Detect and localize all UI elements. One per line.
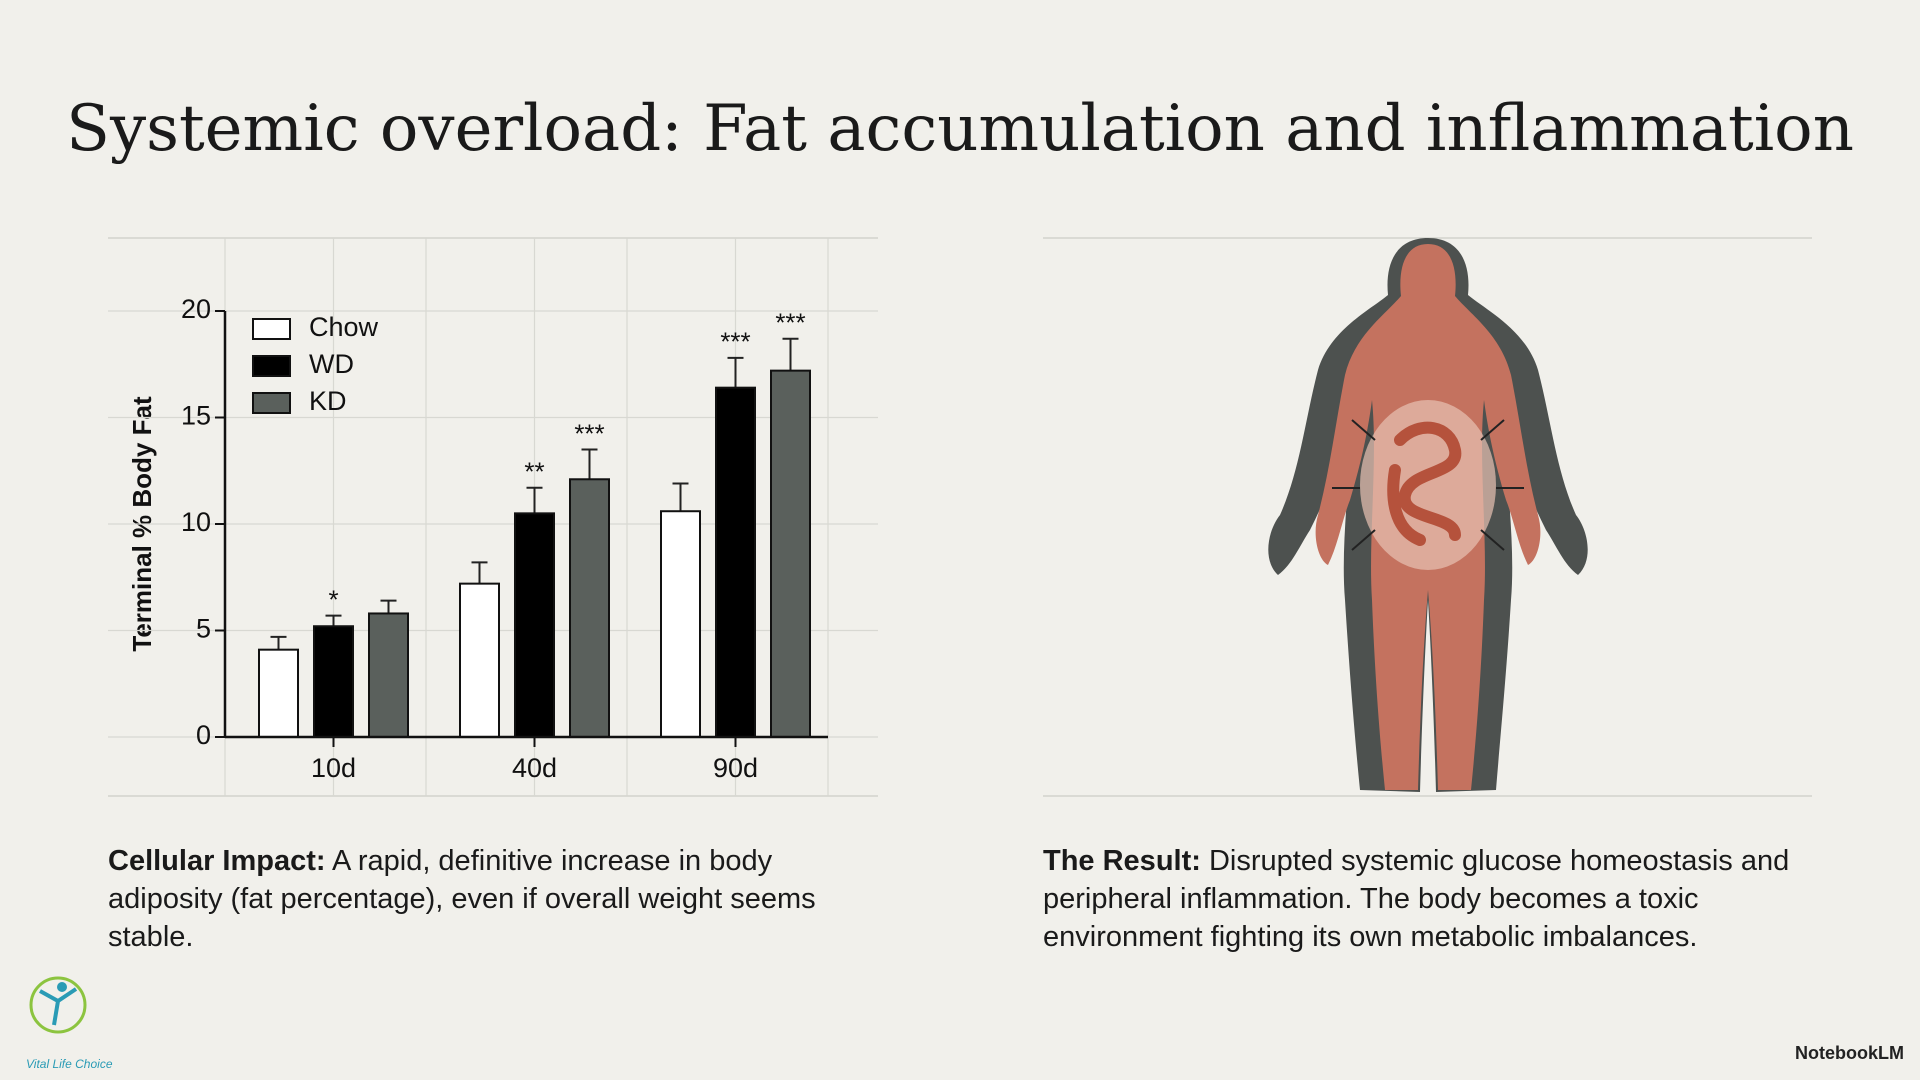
legend-swatch	[252, 355, 291, 377]
y-tick-label: 10	[181, 507, 211, 537]
bar	[258, 648, 299, 738]
legend-label: Chow	[309, 312, 379, 342]
logo: Vital Life Choice	[26, 1057, 113, 1071]
bar	[514, 512, 555, 738]
body-illustration	[1043, 237, 1812, 797]
legend-label: KD	[309, 386, 347, 416]
legend-swatch	[252, 318, 291, 340]
caption-text: A rapid, definitive increase in body adi…	[108, 845, 816, 953]
x-tick-label: 10d	[311, 753, 356, 783]
y-tick-label: 5	[196, 614, 211, 644]
x-tick-label: 90d	[713, 753, 758, 783]
significance: *	[328, 584, 338, 614]
caption-label: The Result:	[1043, 845, 1201, 877]
significance: ***	[720, 327, 750, 357]
bar	[770, 369, 811, 738]
legend-label: WD	[309, 349, 354, 379]
y-tick-label: 20	[181, 294, 211, 324]
error-bar	[526, 486, 543, 514]
bar	[368, 612, 409, 739]
error-bar	[270, 635, 287, 650]
error-bar	[581, 448, 598, 480]
bar	[313, 625, 354, 738]
caption-label: Cellular Impact:	[108, 845, 326, 877]
significance: ***	[775, 308, 805, 338]
x-tick-label: 40d	[512, 753, 557, 783]
significance: ***	[574, 418, 604, 448]
slide-title: Systemic overload: Fat accumulation and …	[66, 92, 1854, 166]
bar	[715, 386, 756, 738]
error-bar	[782, 337, 799, 371]
bar	[569, 478, 610, 738]
y-tick-label: 0	[196, 720, 211, 750]
caption-text: Disrupted systemic glucose homeostasis a…	[1043, 845, 1790, 953]
logo-icon	[29, 976, 87, 1034]
error-bar	[325, 614, 342, 627]
error-bar	[471, 561, 488, 584]
caption: Cellular Impact: A rapid, definitive inc…	[108, 842, 888, 956]
brand: NotebookLM	[1795, 1043, 1904, 1063]
significance: **	[524, 457, 544, 487]
legend-swatch	[252, 392, 291, 414]
error-bar	[672, 482, 689, 512]
bar	[459, 582, 500, 739]
bar	[660, 510, 701, 738]
error-bar	[727, 356, 744, 388]
y-tick-label: 15	[181, 401, 211, 431]
caption: The Result: Disrupted systemic glucose h…	[1043, 842, 1823, 956]
error-bar	[380, 599, 397, 614]
